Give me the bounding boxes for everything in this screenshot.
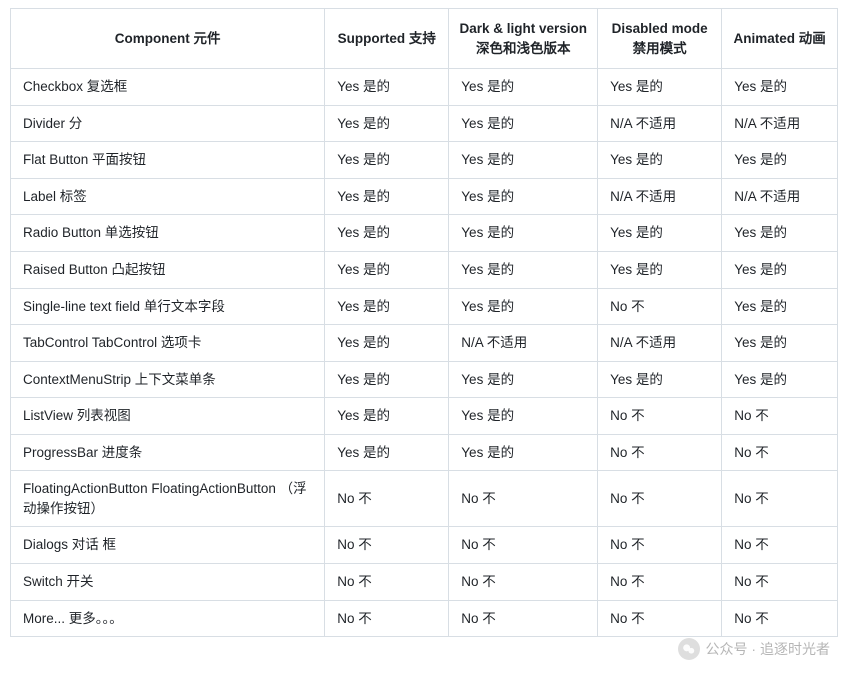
cell-supported: Yes 是的 [325,178,449,215]
cell-disabled: Yes 是的 [598,69,722,106]
cell-component: Radio Button 单选按钮 [11,215,325,252]
cell-disabled: No 不 [598,527,722,564]
cell-disabled: No 不 [598,288,722,325]
table-header-row: Component 元件 Supported 支持 Dark & light v… [11,9,838,69]
cell-dark-light: Yes 是的 [449,361,598,398]
cell-animated: No 不 [722,564,838,601]
cell-animated: Yes 是的 [722,142,838,179]
table-row: ContextMenuStrip 上下文菜单条 Yes 是的 Yes 是的 Ye… [11,361,838,398]
table-row: Raised Button 凸起按钮 Yes 是的 Yes 是的 Yes 是的 … [11,251,838,288]
cell-animated: No 不 [722,600,838,637]
cell-dark-light: Yes 是的 [449,142,598,179]
cell-disabled: N/A 不适用 [598,105,722,142]
cell-dark-light: Yes 是的 [449,398,598,435]
cell-supported: No 不 [325,471,449,527]
cell-component: Flat Button 平面按钮 [11,142,325,179]
cell-disabled: Yes 是的 [598,251,722,288]
cell-animated: Yes 是的 [722,251,838,288]
col-header-dark-light: Dark & light version 深色和浅色版本 [449,9,598,69]
cell-disabled: Yes 是的 [598,215,722,252]
cell-supported: Yes 是的 [325,251,449,288]
cell-component: Checkbox 复选框 [11,69,325,106]
cell-supported: No 不 [325,564,449,601]
cell-supported: Yes 是的 [325,215,449,252]
col-header-component: Component 元件 [11,9,325,69]
cell-dark-light: Yes 是的 [449,288,598,325]
cell-disabled: No 不 [598,398,722,435]
table-row: Checkbox 复选框 Yes 是的 Yes 是的 Yes 是的 Yes 是的 [11,69,838,106]
cell-component: TabControl TabControl 选项卡 [11,325,325,362]
cell-dark-light: N/A 不适用 [449,325,598,362]
cell-dark-light: Yes 是的 [449,215,598,252]
cell-supported: Yes 是的 [325,398,449,435]
cell-animated: No 不 [722,471,838,527]
component-support-table: Component 元件 Supported 支持 Dark & light v… [10,8,838,637]
cell-supported: Yes 是的 [325,105,449,142]
cell-component: Label 标签 [11,178,325,215]
cell-component: ProgressBar 进度条 [11,434,325,471]
table-row: Single-line text field 单行文本字段 Yes 是的 Yes… [11,288,838,325]
cell-supported: Yes 是的 [325,142,449,179]
cell-animated: No 不 [722,398,838,435]
col-header-supported: Supported 支持 [325,9,449,69]
col-header-disabled: Disabled mode 禁用模式 [598,9,722,69]
cell-dark-light: Yes 是的 [449,251,598,288]
cell-supported: No 不 [325,527,449,564]
cell-animated: N/A 不适用 [722,178,838,215]
cell-component: ListView 列表视图 [11,398,325,435]
cell-disabled: N/A 不适用 [598,178,722,215]
col-header-animated: Animated 动画 [722,9,838,69]
table-row: Flat Button 平面按钮 Yes 是的 Yes 是的 Yes 是的 Ye… [11,142,838,179]
component-support-table-container: Component 元件 Supported 支持 Dark & light v… [0,0,848,645]
cell-component: More... 更多。。。 [11,600,325,637]
cell-disabled: Yes 是的 [598,142,722,179]
cell-animated: Yes 是的 [722,288,838,325]
table-row: ProgressBar 进度条 Yes 是的 Yes 是的 No 不 No 不 [11,434,838,471]
table-row: Switch 开关 No 不 No 不 No 不 No 不 [11,564,838,601]
cell-animated: Yes 是的 [722,325,838,362]
cell-disabled: Yes 是的 [598,361,722,398]
cell-disabled: No 不 [598,471,722,527]
cell-component: Divider 分 [11,105,325,142]
cell-dark-light: Yes 是的 [449,105,598,142]
cell-dark-light: No 不 [449,471,598,527]
cell-dark-light: Yes 是的 [449,69,598,106]
cell-animated: Yes 是的 [722,69,838,106]
cell-dark-light: Yes 是的 [449,178,598,215]
cell-component: FloatingActionButton FloatingActionButto… [11,471,325,527]
cell-component: Dialogs 对话 框 [11,527,325,564]
cell-animated: No 不 [722,434,838,471]
cell-animated: N/A 不适用 [722,105,838,142]
table-row: Label 标签 Yes 是的 Yes 是的 N/A 不适用 N/A 不适用 [11,178,838,215]
table-row: Dialogs 对话 框 No 不 No 不 No 不 No 不 [11,527,838,564]
cell-dark-light: No 不 [449,527,598,564]
cell-disabled: No 不 [598,564,722,601]
cell-supported: No 不 [325,600,449,637]
table-row: Divider 分 Yes 是的 Yes 是的 N/A 不适用 N/A 不适用 [11,105,838,142]
table-row: FloatingActionButton FloatingActionButto… [11,471,838,527]
table-row: Radio Button 单选按钮 Yes 是的 Yes 是的 Yes 是的 Y… [11,215,838,252]
cell-component: Single-line text field 单行文本字段 [11,288,325,325]
cell-animated: Yes 是的 [722,215,838,252]
cell-component: Raised Button 凸起按钮 [11,251,325,288]
cell-disabled: No 不 [598,434,722,471]
cell-supported: Yes 是的 [325,288,449,325]
cell-disabled: N/A 不适用 [598,325,722,362]
cell-dark-light: No 不 [449,564,598,601]
cell-supported: Yes 是的 [325,69,449,106]
cell-dark-light: No 不 [449,600,598,637]
cell-component: ContextMenuStrip 上下文菜单条 [11,361,325,398]
cell-component: Switch 开关 [11,564,325,601]
table-row: More... 更多。。。 No 不 No 不 No 不 No 不 [11,600,838,637]
cell-disabled: No 不 [598,600,722,637]
table-row: ListView 列表视图 Yes 是的 Yes 是的 No 不 No 不 [11,398,838,435]
cell-animated: No 不 [722,527,838,564]
cell-animated: Yes 是的 [722,361,838,398]
table-body: Checkbox 复选框 Yes 是的 Yes 是的 Yes 是的 Yes 是的… [11,69,838,637]
cell-supported: Yes 是的 [325,325,449,362]
cell-dark-light: Yes 是的 [449,434,598,471]
table-row: TabControl TabControl 选项卡 Yes 是的 N/A 不适用… [11,325,838,362]
cell-supported: Yes 是的 [325,361,449,398]
cell-supported: Yes 是的 [325,434,449,471]
